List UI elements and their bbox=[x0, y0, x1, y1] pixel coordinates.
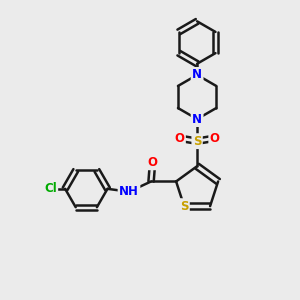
Text: O: O bbox=[174, 132, 184, 145]
Text: O: O bbox=[148, 156, 158, 169]
Text: N: N bbox=[192, 68, 202, 81]
Text: NH: NH bbox=[119, 185, 139, 198]
Text: N: N bbox=[192, 112, 202, 126]
Text: Cl: Cl bbox=[44, 182, 57, 195]
Text: O: O bbox=[210, 132, 220, 145]
Text: S: S bbox=[193, 135, 201, 148]
Text: S: S bbox=[180, 200, 188, 213]
